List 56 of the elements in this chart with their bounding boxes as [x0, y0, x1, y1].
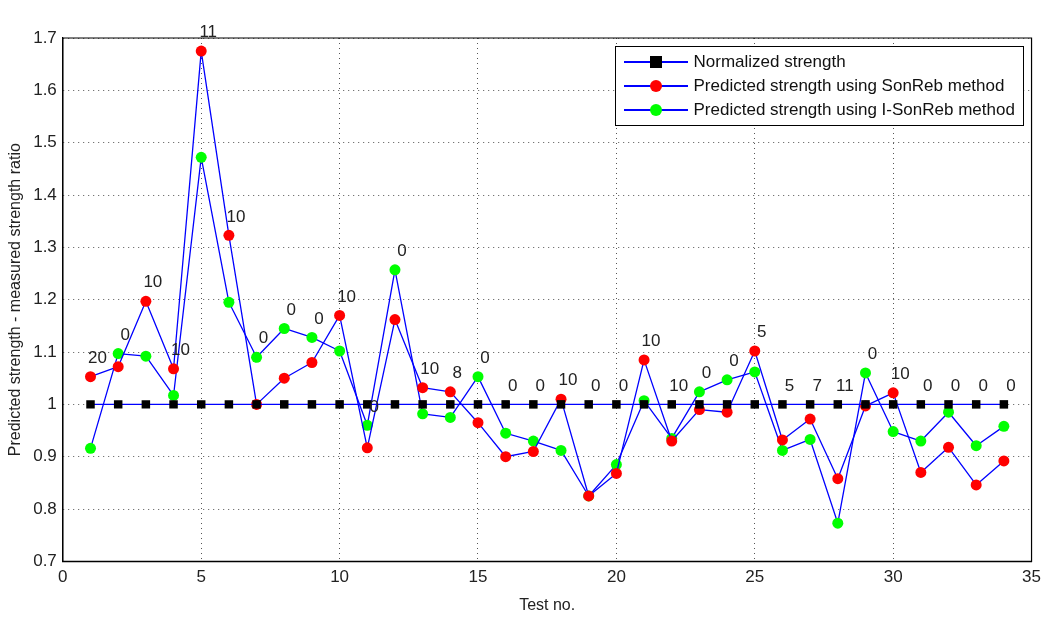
y-tick-label: 1.4 — [33, 184, 57, 204]
annotation: 20 — [88, 347, 107, 367]
y-tick-label: 1.7 — [33, 27, 57, 47]
annotation: 0 — [397, 241, 407, 261]
annotation: 11 — [835, 375, 854, 395]
legend-label: Normalized strength — [693, 52, 846, 72]
y-tick-label: 0.7 — [33, 551, 57, 571]
annotation: 0 — [535, 375, 546, 395]
legend-label: Predicted strength using I-SonReb method — [693, 100, 1015, 120]
y-tick-label: 1.3 — [33, 237, 57, 257]
y-tick-label: 1.5 — [33, 132, 57, 152]
annotation: 0 — [314, 308, 324, 328]
annotation: 10 — [558, 370, 578, 390]
y-tick-label: 1.6 — [33, 80, 57, 100]
x-tick-label: 20 — [606, 567, 626, 587]
annotation: 0 — [923, 375, 933, 395]
annotation: 11 — [199, 22, 218, 42]
annotation: 0 — [978, 375, 988, 395]
annotation: 10 — [890, 364, 910, 384]
x-tick-label: 0 — [58, 567, 68, 587]
x-tick-label: 35 — [1022, 567, 1042, 587]
y-axis-title: Predicted strength - measured strength ratio — [6, 143, 24, 457]
annotation: 0 — [701, 363, 712, 383]
annotation: 0 — [507, 375, 518, 395]
annotation: 0 — [867, 344, 878, 364]
annotation: 10 — [226, 206, 246, 226]
x-tick-label: 10 — [330, 567, 350, 587]
annotation: 8 — [452, 363, 463, 383]
annotation: 0 — [729, 350, 739, 370]
annotation: 0 — [950, 375, 961, 395]
annotation: 0 — [618, 375, 629, 395]
annotation: 10 — [420, 358, 440, 378]
annotation: 0 — [480, 347, 490, 367]
annotation: 10 — [337, 286, 357, 306]
annotation: 7 — [812, 375, 822, 395]
y-tick-label: 1.2 — [33, 289, 57, 309]
x-tick-label: 5 — [196, 567, 206, 587]
annotation: 0 — [258, 328, 269, 348]
y-tick-label: 1 — [47, 394, 57, 414]
annotation: 10 — [641, 331, 661, 351]
annotation: 10 — [143, 272, 163, 292]
annotation: 0 — [590, 375, 601, 395]
y-tick-label: 0.8 — [33, 498, 57, 518]
legend-label: Predicted strength using SonReb method — [693, 76, 1005, 96]
x-axis-title: Test no. — [519, 595, 576, 613]
annotation: 0 — [286, 299, 296, 319]
x-tick-label: 30 — [883, 567, 903, 587]
annotation: 0 — [120, 324, 130, 344]
x-tick-label: 15 — [468, 567, 488, 587]
annotation: 5 — [784, 375, 795, 395]
y-tick-label: 1.1 — [33, 341, 57, 361]
annotation: 5 — [757, 322, 767, 342]
annotation: 10 — [669, 375, 689, 395]
x-tick-label: 25 — [745, 567, 765, 587]
y-tick-label: 0.9 — [33, 446, 57, 466]
annotation: 0 — [1006, 375, 1016, 395]
